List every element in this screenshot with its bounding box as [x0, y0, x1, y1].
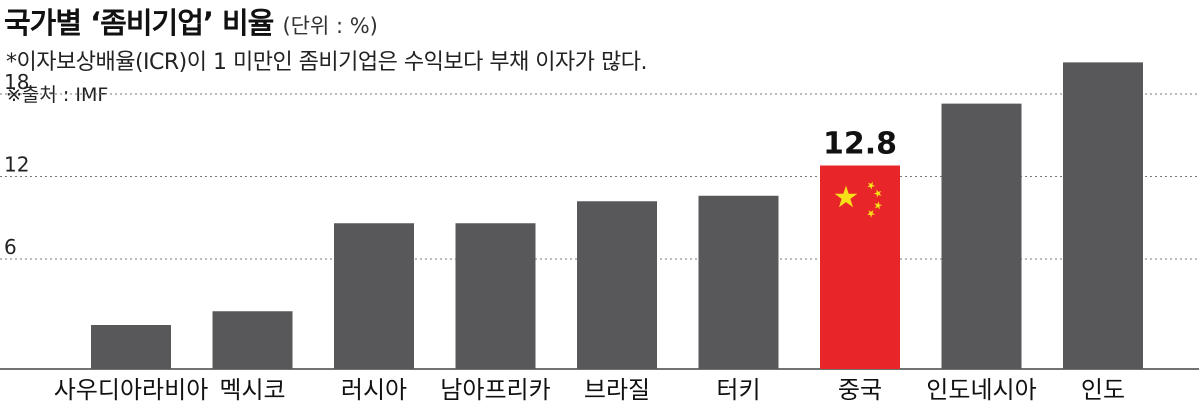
y-tick-label: 12 [4, 153, 29, 177]
y-tick-label: 18 [4, 70, 29, 94]
bar [212, 311, 293, 369]
flag-star-icon [867, 210, 876, 218]
footnote: *이자보상배율(ICR)이 1 미만인 좀비기업은 수익보다 부채 이자가 많다… [6, 50, 648, 75]
category-label: 중국 [838, 376, 882, 404]
category-label: 사우디아라비아 [54, 376, 209, 404]
category-label: 인도네시아 [926, 376, 1036, 404]
category-label: 인도 [1081, 376, 1125, 404]
flag-star-icon [834, 185, 858, 208]
source-note: ※출처 : IMF [6, 84, 109, 106]
category-label: 터키 [716, 376, 760, 404]
chart-title: 국가별 ‘좀비기업’ 비율 [4, 6, 274, 40]
bar [91, 325, 171, 369]
category-label: 러시아 [341, 376, 407, 404]
flag-star-icon [874, 201, 883, 210]
bars [91, 62, 1143, 369]
labels: 사우디아라비아 멕시코 러시아 남아프리카 브라질 터키 중국 인도네시아 인도 12.8 [54, 127, 1125, 405]
bar [577, 201, 657, 369]
bar [698, 195, 779, 369]
bar [820, 165, 900, 369]
category-label: 브라질 [584, 376, 650, 404]
y-tick-label: 6 [4, 235, 17, 259]
flag-star-icon [867, 181, 876, 190]
unit-label: (단위 : %) [282, 14, 378, 38]
category-label: 남아프리카 [440, 376, 550, 404]
china-flag-icon [834, 181, 883, 218]
bar [1063, 62, 1143, 369]
flag-star-icon [873, 189, 882, 198]
bar [455, 223, 536, 369]
bar [941, 103, 1022, 369]
bar [334, 223, 414, 369]
category-label: 멕시코 [219, 376, 285, 404]
chart-title-line: 국가별 ‘좀비기업’ 비율 (단위 : %) [4, 0, 378, 42]
value-label: 12.8 [823, 127, 897, 162]
